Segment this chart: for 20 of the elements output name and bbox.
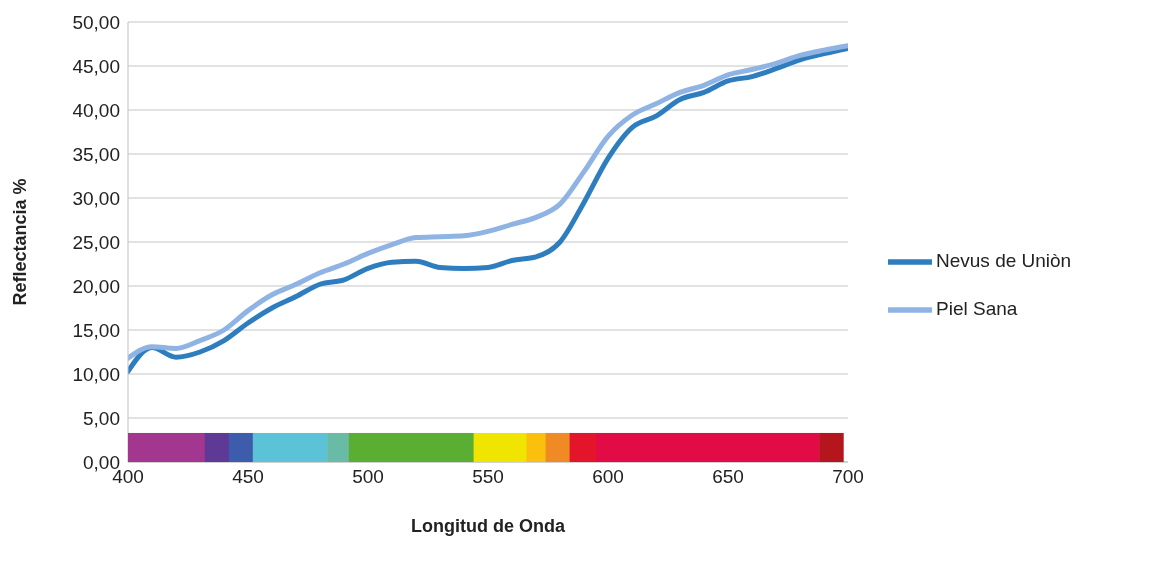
y-tick-label: 50,00 <box>72 11 120 33</box>
y-tick-label: 25,00 <box>72 231 120 253</box>
legend-label: Nevus de Uniòn <box>936 250 1072 271</box>
y-tick-label: 45,00 <box>72 55 120 77</box>
x-tick-label: 500 <box>352 466 384 488</box>
y-tick-label: 30,00 <box>72 187 120 209</box>
x-tick-label: 550 <box>472 466 504 488</box>
x-axis-title: Longitud de Onda <box>411 516 566 536</box>
x-tick-label: 600 <box>592 466 624 488</box>
x-tick-label: 650 <box>712 466 744 488</box>
legend-label: Piel Sana <box>936 298 1018 319</box>
y-tick-label: 35,00 <box>72 143 120 165</box>
y-tick-label: 10,00 <box>72 363 120 385</box>
y-tick-label: 20,00 <box>72 275 120 297</box>
y-tick-label: 40,00 <box>72 99 120 121</box>
y-tick-label: 15,00 <box>72 319 120 341</box>
y-tick-label: 5,00 <box>83 407 120 429</box>
x-tick-label: 450 <box>232 466 264 488</box>
x-tick-label: 700 <box>832 466 864 488</box>
y-axis-title: Reflectancia % <box>10 178 31 306</box>
